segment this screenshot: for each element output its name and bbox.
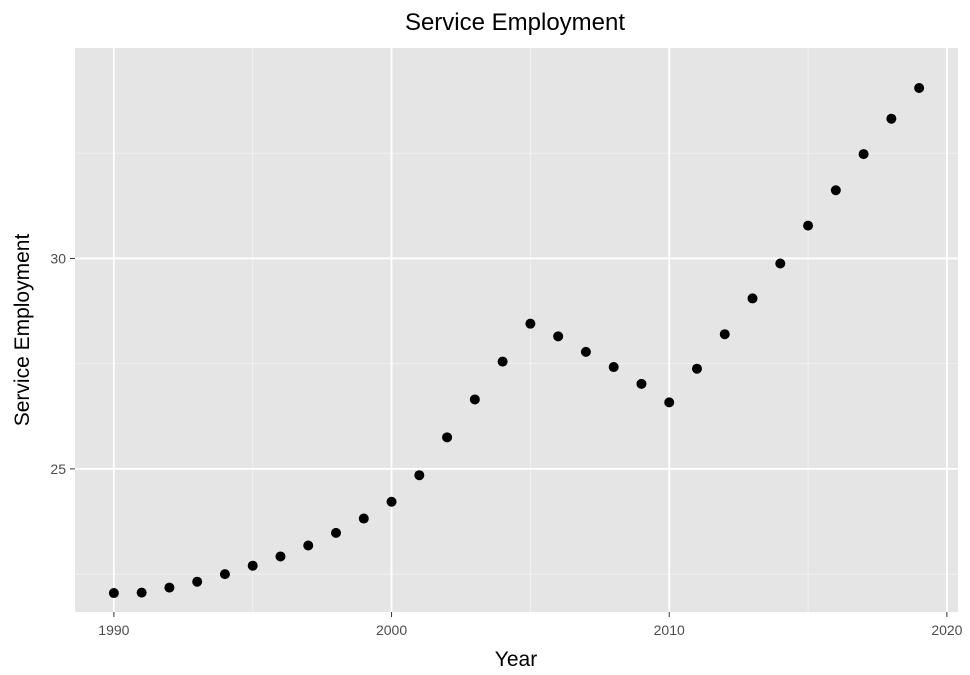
data-point [414,470,425,481]
data-point [219,569,230,580]
y-axis-title: Service Employment [11,234,34,427]
data-point [469,394,480,405]
data-point [830,185,841,196]
x-tick-label: 1990 [98,622,129,638]
data-point [664,397,675,408]
data-point [636,378,647,389]
x-tick-label: 2020 [931,622,962,638]
data-point [691,363,702,374]
major-gridlines [75,48,958,612]
data-point [192,576,203,587]
data-point [358,513,369,524]
y-tick-label: 30 [50,250,66,266]
data-point [608,362,619,373]
data-point [442,432,453,443]
x-axis-title: Year [495,648,537,671]
data-point [247,560,258,571]
data-point [525,318,536,329]
tick-labels: 1990 2000 2010 2020 25 30 [50,250,962,638]
data-point [136,587,147,598]
data-point [775,258,786,269]
data-point [553,331,564,342]
data-point [914,82,925,93]
chart-title: Service Employment [405,9,625,36]
data-point [803,220,814,231]
axis-ticks [70,257,948,617]
x-tick-label: 2010 [654,622,685,638]
data-point [303,540,314,551]
plot-panel [75,48,958,612]
data-point [497,356,508,367]
data-point [331,527,342,538]
data-point [858,149,869,160]
data-point [747,293,758,304]
data-point [164,582,175,593]
x-tick-label: 2000 [376,622,407,638]
y-tick-label: 25 [50,461,66,477]
data-point [886,113,897,124]
data-point [719,329,730,340]
data-point [580,346,591,357]
data-point [386,496,397,507]
data-point [275,551,286,562]
data-point [108,588,119,599]
data-points [108,82,925,599]
